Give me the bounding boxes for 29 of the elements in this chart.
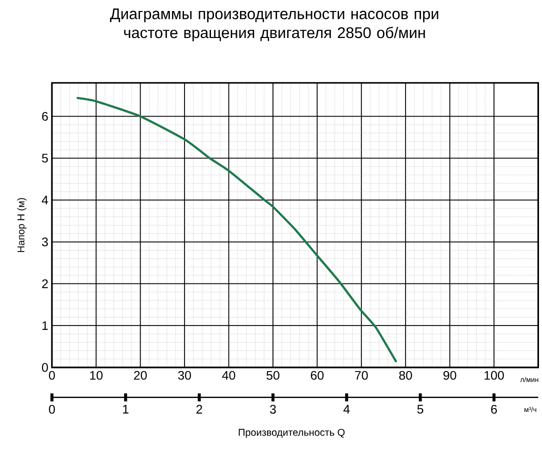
x-tick-label: 50 (266, 370, 280, 380)
x-tick-label: 20 (134, 370, 147, 380)
x2-tick-label: 2 (196, 404, 202, 414)
chart-title: Диаграммы производительности насосов при частоте вращения двигателя 2850 об/мин (110, 8, 438, 42)
x2-tick-label: 3 (270, 404, 276, 414)
x-tick-label: 30 (178, 370, 191, 380)
y-tick-label: 3 (42, 237, 48, 246)
x2-tick-label: 5 (417, 404, 424, 414)
y-tick-label: 0 (42, 362, 48, 372)
line-series (76, 96, 397, 362)
x-tick-label: 100 (484, 370, 504, 380)
x2-tick-label: 6 (491, 404, 497, 414)
x-tick-label: 40 (222, 370, 236, 380)
y-tick-label: 1 (42, 321, 48, 330)
x2-tick-label: 4 (343, 404, 350, 414)
x2-tick-label: 1 (123, 404, 128, 414)
x-tick-label: 60 (310, 370, 324, 380)
x-tick-label: 10 (90, 370, 103, 380)
y-tick-label: 2 (42, 279, 48, 288)
x-tick-label: 0 (48, 370, 55, 380)
y-tick-label: 6 (42, 112, 48, 121)
x-tick-label: 80 (399, 370, 412, 380)
x-tick-label: 70 (355, 370, 368, 380)
text: Производительность Q (238, 428, 345, 438)
y-axis-title: Напор H (м) (17, 198, 26, 252)
y-tick-label: 4 (42, 196, 48, 204)
y-tick-label: 5 (42, 154, 48, 162)
x2-tick-label: 0 (48, 404, 55, 414)
x-tick-label: 90 (443, 370, 456, 380)
